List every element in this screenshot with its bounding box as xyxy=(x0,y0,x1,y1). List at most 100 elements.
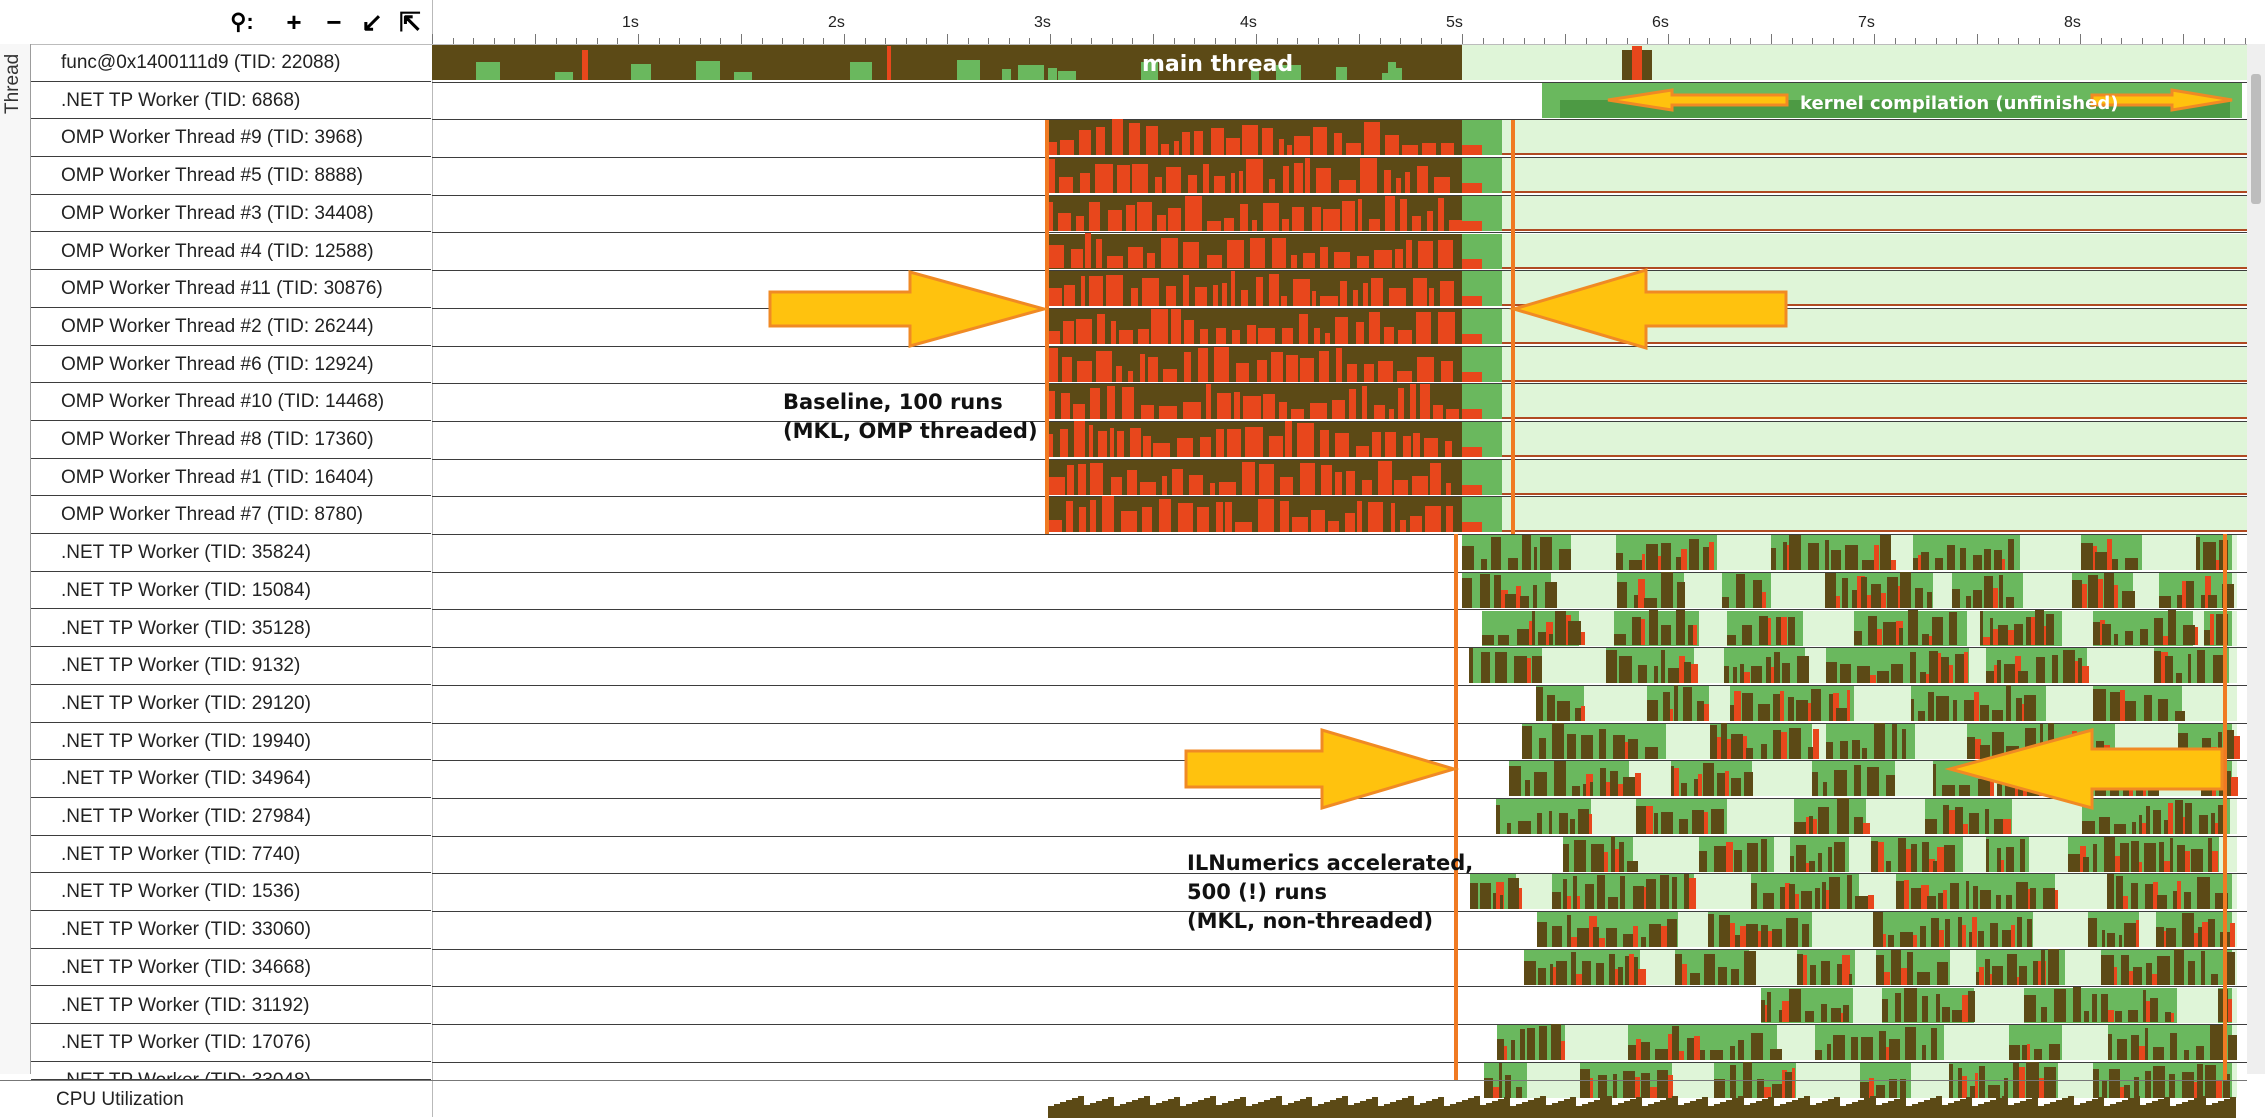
zoom-in-icon[interactable]: + xyxy=(286,7,302,37)
thread-activity-segment xyxy=(1390,502,1396,533)
thread-activity-segment xyxy=(1890,950,1902,985)
thread-lane[interactable] xyxy=(432,571,2247,611)
thread-lane[interactable] xyxy=(432,647,2247,686)
thread-activity-segment xyxy=(1796,656,1810,684)
ruler-tick-label: 2s xyxy=(828,14,845,31)
thread-label[interactable]: OMP Worker Thread #4 (TID: 12588) xyxy=(31,233,431,271)
thread-activity-segment xyxy=(1500,590,1508,608)
thread-activity-segment xyxy=(1504,593,1516,608)
thread-activity-segment xyxy=(1385,432,1397,457)
thread-activity-segment xyxy=(1669,708,1674,721)
time-ruler[interactable]: 1s 2s 3s 4s 5s 6s 7s 8s xyxy=(432,0,2247,45)
thread-lane[interactable] xyxy=(432,684,2247,724)
thread-lane[interactable] xyxy=(432,949,2247,988)
thread-label[interactable]: .NET TP Worker (TID: 17076) xyxy=(31,1024,431,1062)
scrollbar-thumb[interactable] xyxy=(2251,74,2261,204)
cpu-utilization-bar xyxy=(1384,1104,1390,1118)
thread-label[interactable]: OMP Worker Thread #2 (TID: 26244) xyxy=(31,308,431,346)
thread-activity-segment xyxy=(2035,610,2044,646)
thread-label[interactable]: .NET TP Worker (TID: 35824) xyxy=(31,534,431,572)
thread-label[interactable]: .NET TP Worker (TID: 34964) xyxy=(31,760,431,798)
thread-label[interactable]: OMP Worker Thread #11 (TID: 30876) xyxy=(31,270,431,308)
thread-activity-segment xyxy=(1174,141,1180,156)
thread-label[interactable]: OMP Worker Thread #5 (TID: 8888) xyxy=(31,157,431,195)
zoom-to-selection-icon[interactable]: ↙ xyxy=(361,7,383,37)
thread-label[interactable]: .NET TP Worker (TID: 9132) xyxy=(31,647,431,685)
thread-label[interactable]: OMP Worker Thread #1 (TID: 16404) xyxy=(31,459,431,497)
thread-label[interactable]: OMP Worker Thread #6 (TID: 12924) xyxy=(31,346,431,384)
thread-activity-segment xyxy=(1400,198,1408,231)
cpu-utilization-bar xyxy=(1534,1098,1540,1118)
thread-lane[interactable] xyxy=(432,534,2247,573)
thread-label[interactable]: .NET TP Worker (TID: 29120) xyxy=(31,685,431,723)
thread-lane[interactable] xyxy=(432,308,2247,347)
thread-lane[interactable] xyxy=(432,986,2247,1026)
thread-activity-segment xyxy=(1738,1039,1745,1061)
thread-activity-segment xyxy=(1854,630,1863,646)
thread-label[interactable]: .NET TP Worker (TID: 35128) xyxy=(31,610,431,648)
thread-activity-segment xyxy=(1877,670,1889,684)
thread-activity-segment xyxy=(1502,341,2247,344)
thread-label[interactable]: .NET TP Worker (TID: 1536) xyxy=(31,873,431,912)
zoom-out-icon[interactable]: − xyxy=(326,7,342,37)
thread-label[interactable]: .NET TP Worker (TID: 7740) xyxy=(31,836,431,874)
vertical-scrollbar[interactable] xyxy=(2247,44,2265,1074)
thread-activity-segment xyxy=(1554,760,1567,797)
thread-lane[interactable] xyxy=(432,798,2247,837)
reset-zoom-icon[interactable]: ⇱ xyxy=(399,7,421,37)
thread-activity-segment xyxy=(1696,700,1705,721)
thread-lane[interactable] xyxy=(432,1024,2247,1063)
thread-activity-segment xyxy=(1398,388,1405,420)
thread-label[interactable]: OMP Worker Thread #7 (TID: 8780) xyxy=(31,496,431,535)
search-icon[interactable]: ⚲: xyxy=(230,9,254,34)
thread-activity-segment xyxy=(1412,215,1421,231)
thread-lane[interactable] xyxy=(432,911,2247,950)
thread-lane[interactable] xyxy=(432,346,2247,385)
thread-lane[interactable] xyxy=(432,459,2247,498)
ruler-minor-tick xyxy=(1420,38,1422,44)
thread-lane[interactable] xyxy=(432,119,2247,159)
thread-activity-segment xyxy=(1298,314,1309,344)
thread-activity-segment xyxy=(1535,687,1543,721)
thread-lane[interactable] xyxy=(432,383,2247,422)
thread-lane[interactable] xyxy=(432,157,2247,196)
thread-label[interactable]: OMP Worker Thread #8 (TID: 17360) xyxy=(31,421,431,459)
thread-lane[interactable] xyxy=(432,722,2247,762)
thread-label[interactable]: .NET TP Worker (TID: 19940) xyxy=(31,723,431,761)
thread-lane[interactable] xyxy=(432,44,2252,83)
thread-label[interactable]: .NET TP Worker (TID: 33048) xyxy=(31,1062,431,1080)
thread-label[interactable]: OMP Worker Thread #9 (TID: 3968) xyxy=(31,119,431,158)
thread-activity-segment xyxy=(1899,572,1911,608)
thread-activity-segment xyxy=(2177,844,2186,872)
thread-label[interactable]: .NET TP Worker (TID: 33060) xyxy=(31,911,431,949)
thread-activity-segment xyxy=(1629,953,1634,985)
thread-label[interactable]: .NET TP Worker (TID: 15084) xyxy=(31,572,431,610)
thread-label[interactable]: .NET TP Worker (TID: 34668) xyxy=(31,949,431,987)
thread-lane[interactable] xyxy=(432,609,2247,649)
thread-lane[interactable] xyxy=(432,421,2247,460)
thread-label[interactable]: func@0x1400111d9 (TID: 22088) xyxy=(31,44,431,82)
thread-activity-segment xyxy=(1634,773,1642,797)
thread-label[interactable]: .NET TP Worker (TID: 6868) xyxy=(31,82,431,120)
thread-lane[interactable] xyxy=(432,232,2247,272)
thread-activity-segment xyxy=(1861,747,1867,759)
thread-label[interactable]: OMP Worker Thread #10 (TID: 14468) xyxy=(31,383,431,421)
thread-activity-segment xyxy=(2230,777,2238,797)
thread-activity-segment xyxy=(1833,1034,1845,1061)
ruler-minor-tick xyxy=(1729,38,1731,44)
timeline-panel[interactable]: 1s 2s 3s 4s 5s 6s 7s 8s main thread kernel comp… xyxy=(432,0,2252,1118)
thread-lane[interactable] xyxy=(432,873,2247,913)
thread-activity-segment xyxy=(1873,544,1880,571)
thread-activity-segment xyxy=(1627,861,1639,872)
thread-label[interactable]: .NET TP Worker (TID: 31192) xyxy=(31,987,431,1025)
thread-label[interactable]: .NET TP Worker (TID: 27984) xyxy=(31,798,431,836)
thread-activity-segment xyxy=(1977,930,1985,948)
thread-activity-segment xyxy=(1784,1071,1792,1098)
thread-label[interactable]: OMP Worker Thread #3 (TID: 34408) xyxy=(31,195,431,233)
thread-activity-segment xyxy=(1251,67,1259,80)
thread-lane[interactable] xyxy=(432,835,2247,875)
thread-activity-segment xyxy=(1788,884,1795,910)
thread-lane[interactable] xyxy=(432,195,2247,234)
cpu-utilization-bar xyxy=(2104,1106,2110,1118)
thread-lane[interactable] xyxy=(432,496,2247,536)
